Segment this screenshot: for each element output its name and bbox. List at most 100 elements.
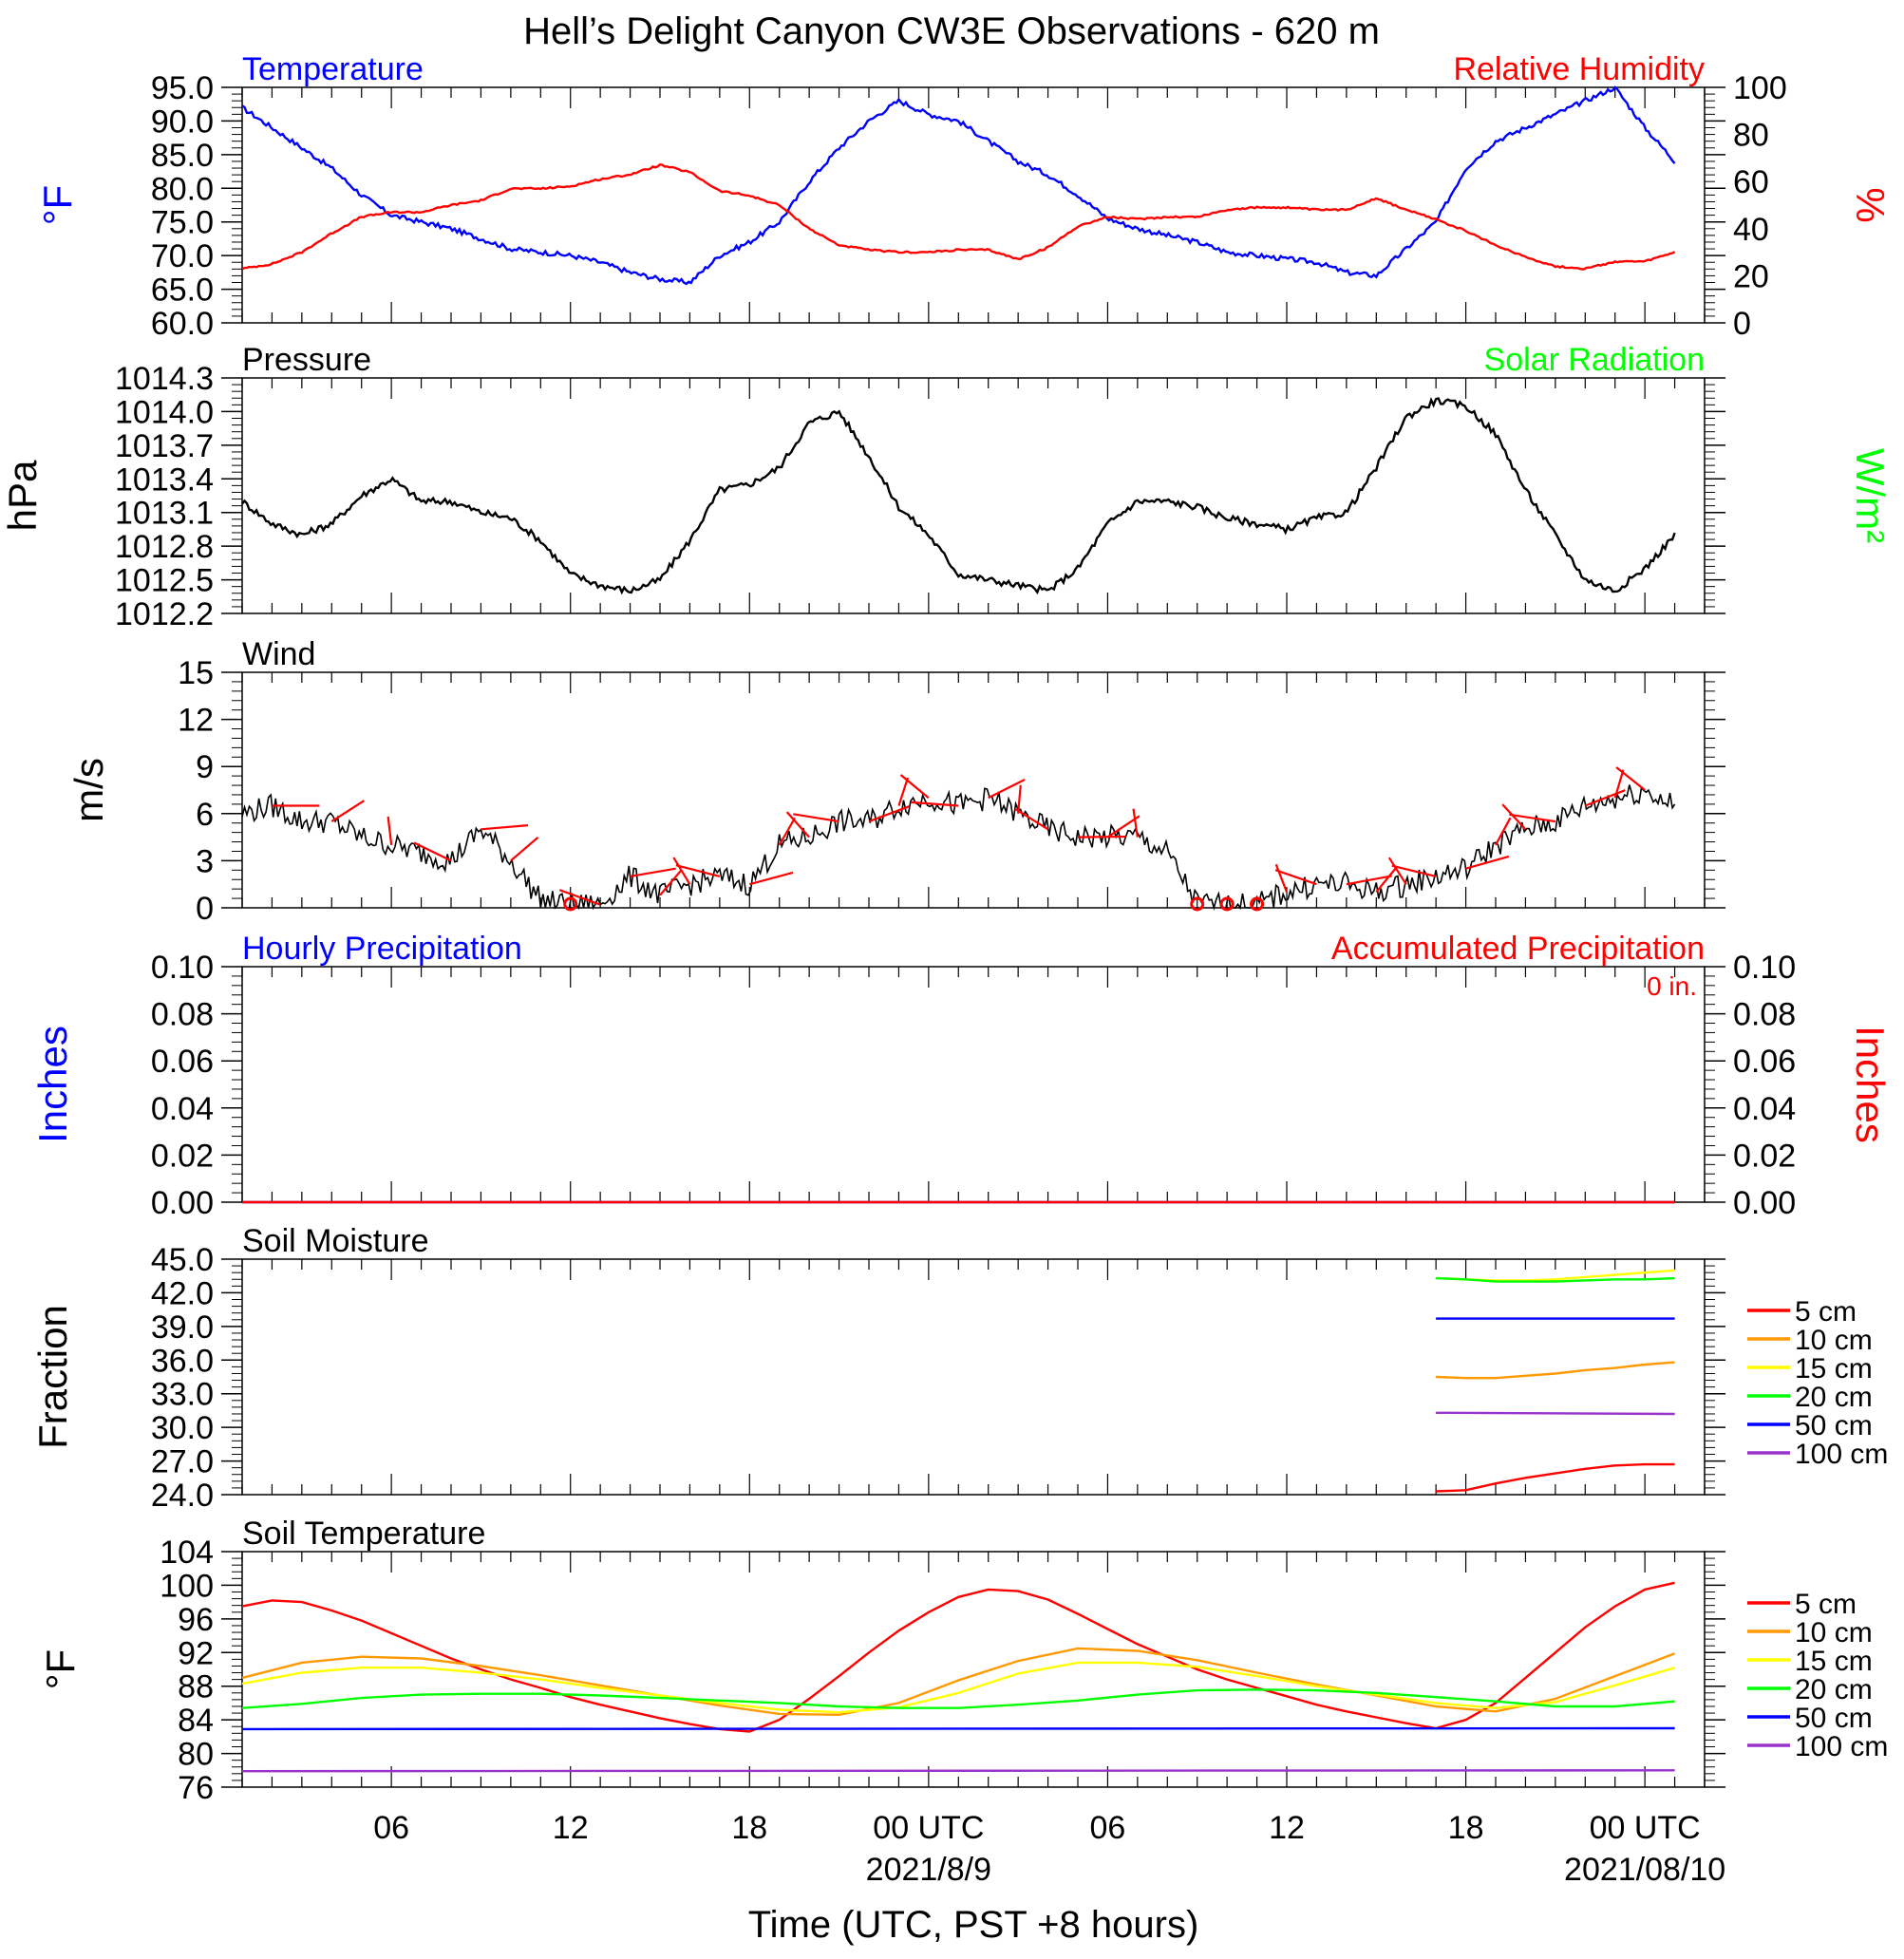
y-tick-label: 88 <box>178 1669 214 1705</box>
y-tick-label: 45.0 <box>151 1242 214 1278</box>
panel-title-right: Solar Radiation <box>1484 342 1705 378</box>
y-tick-label-right: 80 <box>1733 118 1769 154</box>
y-axis-title-right: % <box>1848 187 1893 222</box>
wind-barb <box>899 774 930 800</box>
y-tick-label: 104 <box>160 1535 214 1571</box>
y-tick-label: 85.0 <box>151 138 214 174</box>
y-tick-label: 95.0 <box>151 70 214 106</box>
series-line-20-cm <box>241 1688 1675 1709</box>
wind-barb <box>675 864 721 877</box>
legend-label: 5 cm <box>1795 1589 1857 1620</box>
wind-barb <box>413 841 452 862</box>
y-tick-label: 76 <box>178 1770 214 1806</box>
wind-barb <box>672 857 691 885</box>
y-tick-label: 1013.1 <box>115 496 214 532</box>
wind-barb <box>1132 808 1139 838</box>
legend-label: 5 cm <box>1795 1296 1857 1328</box>
wind-barb <box>1615 766 1646 791</box>
legend-label: 15 cm <box>1795 1646 1873 1677</box>
series-line-pressure <box>241 397 1676 595</box>
y-tick-label-right: 0.02 <box>1733 1138 1796 1174</box>
legend-label: 100 cm <box>1795 1439 1888 1470</box>
x-date-label: 2021/8/9 <box>866 1852 991 1888</box>
x-axis-title: Time (UTC, PST +8 hours) <box>748 1904 1199 1946</box>
panel-precipitation: Hourly Precipitation Accumulated Precipit… <box>30 931 1893 1221</box>
legend-label: 100 cm <box>1795 1731 1888 1762</box>
wind-barb <box>630 867 676 878</box>
x-tick-label: 06 <box>373 1810 409 1846</box>
y-tick-label: 65.0 <box>151 273 214 309</box>
plot-frame <box>241 1258 1706 1496</box>
y-tick-label-right: 0 <box>1733 306 1751 342</box>
wind-barb <box>558 889 601 906</box>
y-tick-label: 36.0 <box>151 1343 214 1379</box>
y-tick-label: 1013.4 <box>115 461 214 498</box>
series-line-5-cm <box>1436 1462 1675 1493</box>
y-tick-label: 39.0 <box>151 1309 214 1346</box>
legend-label: 50 cm <box>1795 1410 1873 1441</box>
calm-wind-marker <box>1219 896 1235 912</box>
y-tick-label-right: 100 <box>1733 70 1787 106</box>
panel-wind: Wind m/s 15 12 9 6 3 0 <box>66 636 1725 927</box>
wind-barb <box>330 800 365 822</box>
y-tick-label-right: 40 <box>1733 212 1769 248</box>
wind-barb <box>778 817 796 846</box>
panel-soil_moisture: Soil Moisture Fraction 45.042.039.036.033.… <box>30 1223 1888 1514</box>
wind-barb <box>1584 789 1626 807</box>
series-line-15-cm <box>241 1661 1675 1714</box>
y-tick-label: 0.08 <box>151 997 214 1033</box>
y-tick-label: 80.0 <box>151 171 214 207</box>
wind-barb <box>988 779 1026 800</box>
y-tick-label: 96 <box>178 1602 214 1638</box>
series-line-wind-speed <box>241 784 1676 911</box>
y-tick-label-right: 0.00 <box>1733 1185 1796 1221</box>
series-line-temperature <box>241 85 1676 286</box>
legend-label: 20 cm <box>1795 1382 1873 1413</box>
wind-barb <box>1387 857 1407 885</box>
y-tick-label: 1014.0 <box>115 394 214 430</box>
wind-barb <box>481 824 529 831</box>
y-tick-label: 1014.3 <box>115 361 214 397</box>
calm-wind-marker <box>563 896 578 912</box>
panel-pressure: Pressure Solar Radiation hPa W/m² 1014.31014… <box>0 342 1893 632</box>
panel-title-left: Wind <box>242 636 315 672</box>
y-tick-label: 70.0 <box>151 238 214 274</box>
y-tick-label-right: 0.08 <box>1733 997 1796 1033</box>
x-tick-label: 06 <box>1090 1810 1126 1846</box>
y-tick-label-right: 60 <box>1733 164 1769 200</box>
y-tick-label: 1012.8 <box>115 529 214 565</box>
y-tick-label: 92 <box>178 1635 214 1671</box>
y-tick-label: 0.06 <box>151 1044 214 1080</box>
y-tick-label: 33.0 <box>151 1377 214 1413</box>
wind-barb <box>1017 784 1022 814</box>
y-tick-label: 60.0 <box>151 306 214 342</box>
y-tick-label: 0.04 <box>151 1091 214 1127</box>
wind-barb <box>1613 769 1625 799</box>
y-tick-label: 1013.7 <box>115 428 214 464</box>
y-tick-label: 90.0 <box>151 104 214 140</box>
wind-barb <box>785 811 810 838</box>
wind-barb <box>1346 875 1392 886</box>
plot-frame <box>241 671 1706 909</box>
y-axis-title-left: Fraction <box>30 1305 75 1449</box>
panel-temperature_rh: Temperature Relative Humidity°F %95.090.08… <box>35 51 1893 342</box>
y-tick-label: 24.0 <box>151 1478 214 1514</box>
series-line-relative-humidity <box>241 163 1676 271</box>
wind-barb <box>659 869 683 896</box>
y-tick-label: 27.0 <box>151 1444 214 1480</box>
series-line-100-cm <box>1436 1411 1675 1416</box>
series-line-100-cm <box>241 1769 1675 1773</box>
panel-title-right: Relative Humidity <box>1453 51 1705 87</box>
wind-barb <box>1465 855 1510 870</box>
x-tick-label: 12 <box>1269 1810 1305 1846</box>
y-tick-label: 6 <box>196 797 214 833</box>
y-axis-title-left: °F <box>35 185 80 225</box>
y-tick-label: 12 <box>178 703 214 739</box>
legend-label: 15 cm <box>1795 1353 1873 1384</box>
wind-barb <box>868 805 910 823</box>
legend-label: 20 cm <box>1795 1674 1873 1705</box>
y-axis-title-left: Inches <box>30 1026 75 1143</box>
y-tick-label-right: 0.04 <box>1733 1091 1796 1127</box>
wind-barb <box>897 777 910 806</box>
